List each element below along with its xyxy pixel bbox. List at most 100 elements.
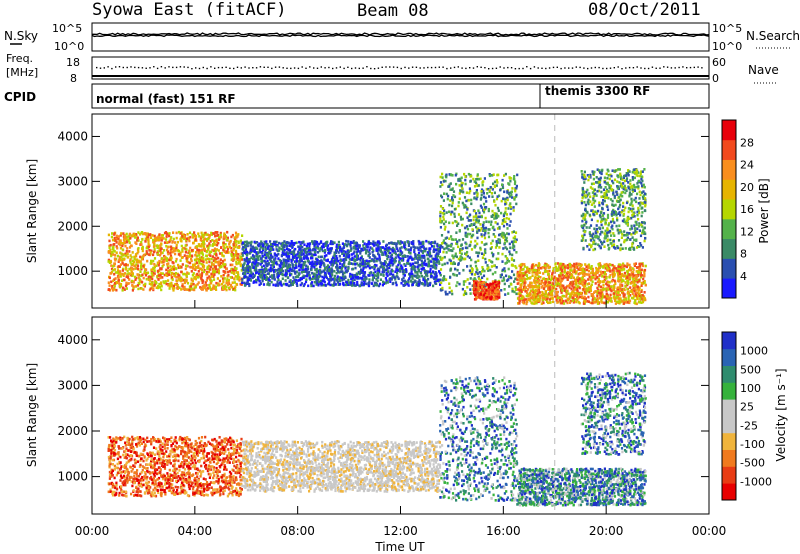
heatmap-cell: [422, 254, 425, 258]
heatmap-cell: [222, 287, 225, 291]
heatmap-cell: [513, 175, 516, 178]
heatmap-cell: [455, 220, 458, 224]
heatmap-cell: [344, 257, 347, 261]
heatmap-cell: [201, 279, 204, 282]
heatmap-cell: [131, 259, 134, 263]
heatmap-cell: [259, 245, 262, 249]
freq-point: [122, 66, 124, 69]
heatmap-cell: [488, 174, 492, 178]
heatmap-cell: [440, 289, 443, 292]
freq-point: [404, 66, 406, 69]
heatmap-cell: [376, 243, 379, 247]
heatmap-cell: [355, 247, 358, 251]
heatmap-cell: [410, 246, 413, 250]
heatmap-cell: [141, 249, 144, 253]
heatmap-cell: [267, 251, 271, 254]
heatmap-cell: [129, 258, 132, 261]
heatmap-cell: [554, 267, 557, 271]
heatmap-cell: [180, 231, 183, 234]
heatmap-cell: [379, 247, 382, 251]
heatmap-cell: [575, 300, 578, 304]
heatmap-cell: [341, 272, 345, 276]
heatmap-cell: [483, 249, 487, 253]
heatmap-cell: [244, 246, 247, 249]
heatmap-cell: [510, 240, 514, 244]
heatmap-cell: [204, 281, 207, 284]
heatmap-cell: [131, 272, 134, 275]
heatmap-cell: [364, 251, 368, 255]
heatmap-cell: [489, 186, 492, 189]
heatmap-cell: [565, 295, 568, 298]
heatmap-cell: [477, 292, 480, 295]
heatmap-cell: [344, 276, 347, 279]
nave-tick-bottom: 0: [712, 72, 719, 85]
heatmap-cell: [472, 215, 475, 219]
heatmap-cell: [501, 219, 504, 222]
heatmap-cell: [425, 263, 428, 267]
heatmap-cell: [337, 270, 340, 273]
heatmap-cell: [236, 235, 239, 238]
heatmap-cell: [493, 217, 496, 220]
heatmap-cell: [504, 262, 507, 265]
heatmap-cell: [415, 261, 418, 265]
heatmap-cell: [313, 241, 316, 244]
heatmap-cell: [394, 270, 397, 273]
heatmap-cell: [190, 266, 193, 269]
heatmap-cell: [183, 246, 186, 250]
heatmap-cell: [185, 237, 189, 241]
heatmap-cell: [470, 272, 474, 276]
heatmap-cell: [401, 267, 404, 270]
heatmap-cell: [463, 196, 467, 199]
heatmap-cell: [486, 295, 489, 299]
heatmap-cell: [276, 272, 279, 275]
heatmap-cell: [338, 271, 341, 274]
heatmap-cell: [522, 288, 525, 292]
freq-point: [537, 67, 539, 69]
heatmap-cell: [109, 243, 112, 247]
heatmap-cell: [475, 182, 478, 186]
heatmap-cell: [591, 270, 594, 273]
heatmap-cell: [287, 253, 290, 257]
heatmap-cell: [496, 195, 499, 198]
heatmap-cell: [266, 247, 269, 250]
heatmap-cell: [471, 228, 474, 231]
heatmap-cell: [227, 281, 230, 285]
heatmap-cell: [440, 221, 443, 224]
heatmap-cell: [163, 281, 166, 285]
heatmap-cell: [341, 275, 344, 279]
heatmap-cell: [317, 261, 320, 265]
heatmap-cell: [326, 265, 329, 269]
heatmap-cell: [452, 247, 455, 250]
heatmap-cell: [452, 255, 455, 259]
heatmap-cell: [432, 284, 435, 288]
heatmap-cell: [317, 255, 320, 259]
heatmap-cell: [215, 260, 218, 264]
heatmap-cell: [464, 182, 467, 186]
heatmap-cell: [285, 261, 288, 264]
heatmap-cell: [258, 242, 261, 245]
heatmap-cell: [430, 274, 433, 278]
heatmap-cell: [251, 272, 254, 276]
heatmap-cell: [210, 275, 214, 278]
heatmap-cell: [334, 251, 337, 254]
heatmap-cell: [122, 232, 125, 235]
heatmap-cell: [426, 251, 429, 254]
heatmap-cell: [212, 249, 215, 252]
heatmap-cell: [283, 259, 286, 262]
heatmap-cell: [525, 273, 528, 277]
heatmap-cell: [315, 275, 318, 279]
heatmap-cell: [318, 260, 321, 263]
heatmap-cell: [569, 299, 572, 303]
heatmap-cell: [391, 246, 395, 250]
heatmap-cell: [166, 241, 169, 244]
heatmap-cell: [364, 276, 367, 279]
heatmap-cell: [570, 283, 573, 286]
heatmap-cell: [250, 250, 253, 254]
heatmap-cell: [213, 252, 216, 256]
heatmap-cell: [183, 272, 186, 276]
heatmap-cell: [153, 283, 156, 287]
heatmap-cell: [270, 280, 273, 284]
heatmap-cell: [111, 284, 114, 288]
heatmap-cell: [317, 275, 320, 279]
heatmap-cell: [217, 269, 220, 272]
